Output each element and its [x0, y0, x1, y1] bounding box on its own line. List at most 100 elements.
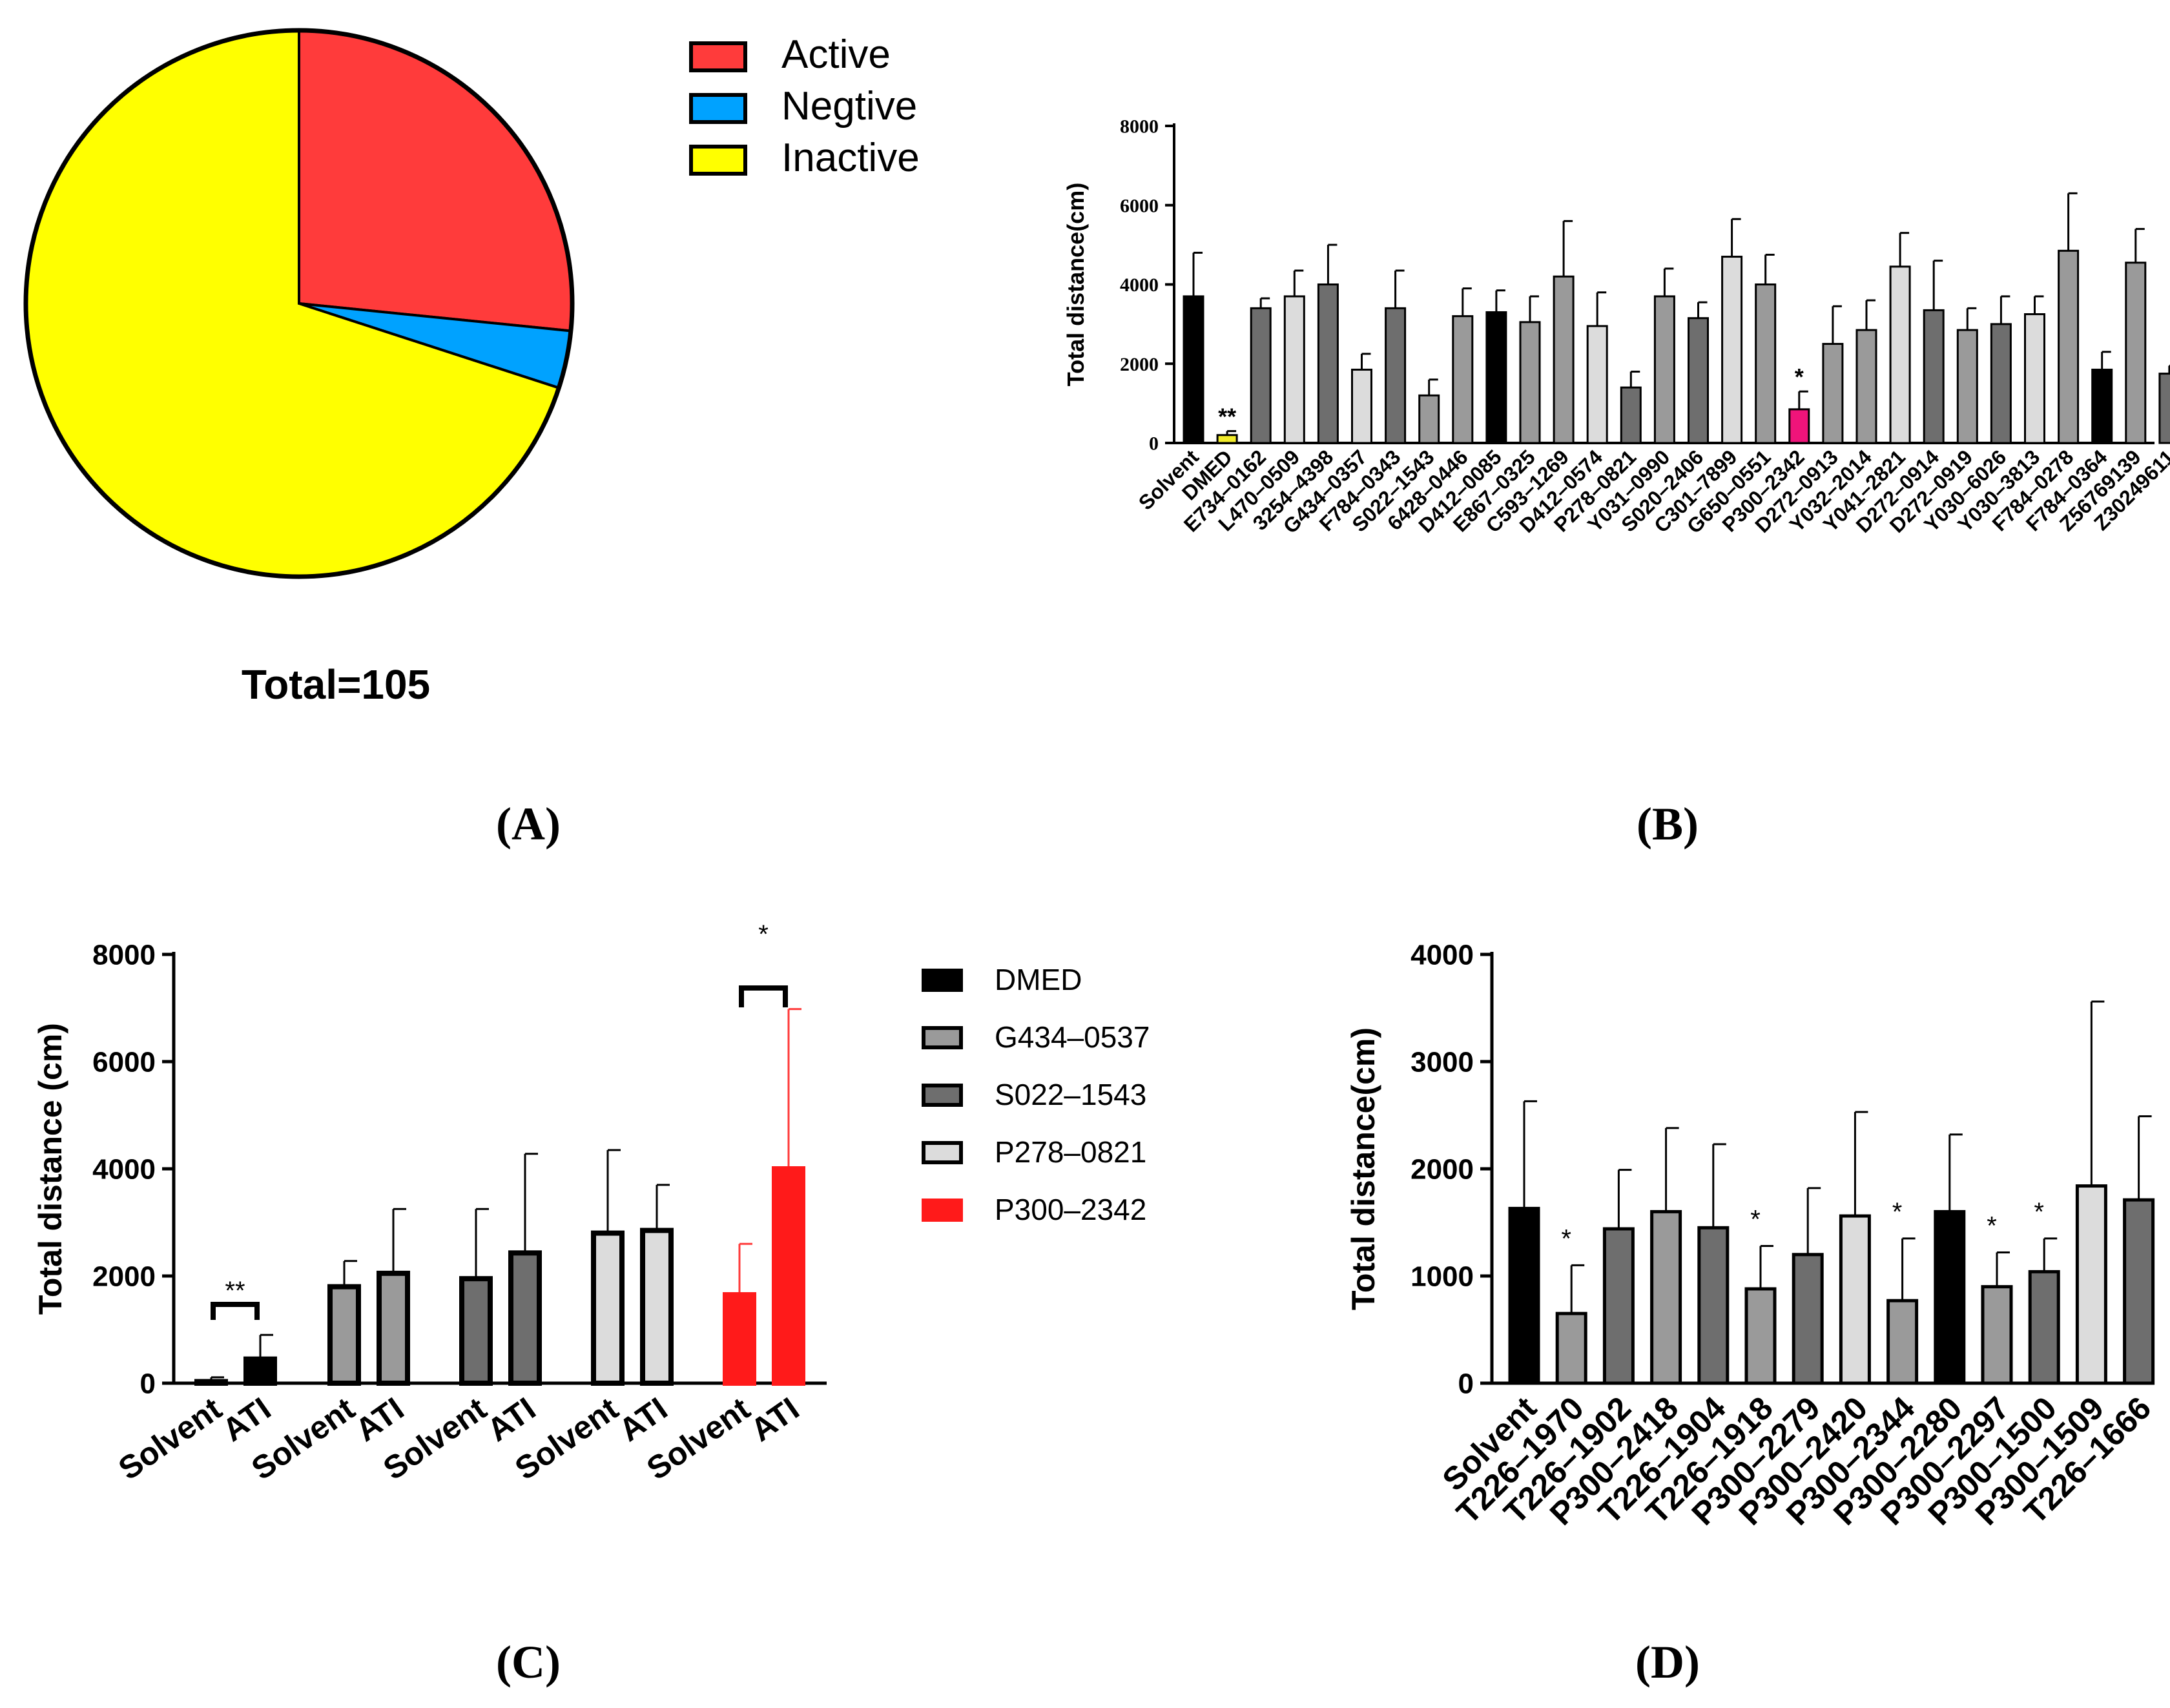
x-tick-label: Solvent [112, 1390, 228, 1487]
bar-8 [723, 1292, 756, 1386]
bar-12 [2075, 1184, 2107, 1385]
significance-marker: * [1987, 1211, 1997, 1240]
legend-swatch [922, 1199, 963, 1222]
legend-swatch [922, 1141, 963, 1164]
bar-5 [1351, 368, 1372, 444]
bar-11 [1553, 275, 1575, 444]
y-axis-label: Total distance (cm) [32, 1023, 68, 1315]
bar-26 [2058, 249, 2080, 444]
bar-13 [2123, 1198, 2155, 1385]
legend-swatch [922, 969, 963, 992]
bar-11 [2028, 1270, 2060, 1385]
y-tick-label: 2000 [1120, 354, 1159, 375]
bar-3 [377, 1270, 410, 1386]
y-tick-label: 3000 [1410, 1046, 1474, 1078]
bar-7 [1839, 1214, 1871, 1385]
legend-label: G434–0537 [995, 1020, 1150, 1054]
panel-label-a: (A) [496, 798, 561, 850]
bar-22 [1923, 309, 1945, 444]
y-tick-label: 4000 [92, 1153, 156, 1185]
x-tick-label: ATI [216, 1390, 277, 1448]
bar-2 [327, 1284, 361, 1386]
significance-marker: * [1892, 1198, 1903, 1226]
panel-c-bar-chart: 0 2000 4000 6000 8000 Total distance (cm) Solv… [32, 920, 1150, 1487]
significance-marker: * [1750, 1206, 1761, 1234]
bar-7 [640, 1228, 674, 1386]
bar-25 [2024, 313, 2045, 444]
bar-20 [1855, 329, 1877, 444]
significance-bracket [211, 1302, 260, 1320]
bar-18 [1788, 408, 1810, 444]
legend-label-active: Active [781, 32, 891, 77]
bar-13 [1620, 386, 1642, 444]
significance-marker: ** [225, 1277, 245, 1305]
y-tick-label: 0 [1458, 1368, 1474, 1399]
bar-8 [1452, 315, 1474, 444]
legend-label-negtive: Negtive [781, 84, 917, 129]
y-tick-label: 2000 [1410, 1153, 1474, 1185]
panel-label-d: (D) [1635, 1636, 1700, 1688]
bar-9 [1485, 311, 1507, 444]
bar-6 [1385, 307, 1407, 444]
y-tick-label: 8000 [1120, 116, 1159, 138]
panel-a-pie-chart: Active Negtive Inactive [23, 28, 920, 579]
bar-21 [1889, 265, 1911, 444]
bar-2 [1602, 1227, 1635, 1385]
bar-6 [591, 1230, 625, 1386]
legend-label-inactive: Inactive [781, 136, 920, 180]
legend-label: S022–1543 [995, 1078, 1146, 1111]
bar-23 [1956, 329, 1978, 444]
legend-swatch [922, 1026, 963, 1049]
bar-16 [1721, 256, 1743, 444]
bar-4 [1317, 283, 1339, 444]
pie-outline [23, 28, 575, 579]
y-tick-label: 0 [1149, 433, 1159, 455]
y-axis-label: Total distance(cm) [1345, 1027, 1381, 1310]
bar-27 [2091, 368, 2113, 444]
significance-marker: * [758, 920, 769, 949]
y-axis-label: Total distance(cm) [1062, 183, 1089, 386]
bar-14 [1653, 295, 1675, 444]
bar-5 [508, 1250, 542, 1386]
y-tick-label: 4000 [1410, 939, 1474, 971]
bar-17 [1755, 283, 1777, 444]
legend-label: DMED [995, 963, 1082, 996]
legend-swatch-inactive [689, 145, 747, 176]
bar-9 [772, 1166, 805, 1386]
bar-9 [1934, 1209, 1966, 1385]
bar-3 [1283, 295, 1305, 444]
legend-swatch [922, 1084, 963, 1107]
bar-10 [1519, 321, 1541, 444]
legend-label: P278–0821 [995, 1135, 1146, 1169]
bar-19 [1822, 343, 1844, 444]
y-tick-label: 6000 [1120, 195, 1159, 216]
bar-0 [1508, 1206, 1540, 1385]
bar-6 [1792, 1253, 1824, 1385]
x-tick-label: ATI [744, 1390, 805, 1448]
bar-1 [243, 1356, 277, 1386]
bar-12 [1586, 325, 1608, 444]
significance-bracket [739, 985, 788, 1007]
y-tick-label: 6000 [92, 1046, 156, 1078]
bar-2 [1250, 307, 1272, 444]
bar-0 [194, 1379, 228, 1386]
y-tick-label: 8000 [92, 939, 156, 971]
bar-1 [1216, 434, 1238, 444]
y-tick-label: 2000 [92, 1260, 156, 1292]
significance-marker: * [1561, 1224, 1571, 1253]
bar-3 [1650, 1209, 1682, 1385]
legend-label: P300–2342 [995, 1193, 1146, 1226]
y-tick-label: 4000 [1120, 274, 1159, 296]
significance-marker: * [2034, 1198, 2044, 1226]
bar-10 [1981, 1285, 2013, 1385]
y-tick-label: 1000 [1410, 1260, 1474, 1292]
bar-24 [1990, 323, 2012, 444]
significance-marker: * [1795, 364, 1804, 390]
bar-0 [1183, 295, 1204, 444]
pie-total-label: Total=105 [242, 661, 430, 708]
bar-4 [1697, 1226, 1730, 1385]
bar-15 [1688, 317, 1709, 444]
legend-swatch-negtive [689, 93, 747, 124]
